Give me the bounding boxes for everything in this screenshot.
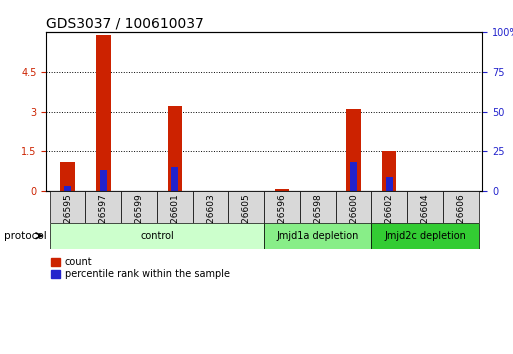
Bar (50, 191, 86, 223)
Text: GSM226600: GSM226600 (349, 194, 358, 249)
Bar (371, 191, 407, 223)
Text: GSM226595: GSM226595 (63, 194, 72, 249)
Bar (346, 109, 361, 191)
Bar (386, 177, 393, 191)
Bar (64, 186, 71, 191)
Bar (86, 191, 121, 223)
Text: GSM226603: GSM226603 (206, 194, 215, 249)
Bar (168, 106, 182, 191)
Bar (350, 162, 357, 191)
Bar (300, 191, 336, 223)
Bar (100, 170, 107, 191)
Text: Jmjd1a depletion: Jmjd1a depletion (277, 231, 359, 241)
Text: control: control (140, 231, 174, 241)
Bar (443, 191, 479, 223)
Text: protocol: protocol (4, 231, 47, 241)
Bar (382, 152, 397, 191)
Bar (228, 191, 264, 223)
Bar (336, 191, 371, 223)
Bar (371, 223, 479, 249)
Text: GSM226605: GSM226605 (242, 194, 251, 249)
Bar (193, 191, 228, 223)
Bar (171, 167, 179, 191)
Text: GSM226597: GSM226597 (99, 194, 108, 249)
Bar (61, 162, 75, 191)
Text: GDS3037 / 100610037: GDS3037 / 100610037 (46, 17, 204, 31)
Bar (96, 34, 110, 191)
Text: GSM226606: GSM226606 (456, 194, 465, 249)
Text: GSM226598: GSM226598 (313, 194, 322, 249)
Bar (275, 189, 289, 191)
Bar (407, 191, 443, 223)
Text: GSM226602: GSM226602 (385, 194, 394, 249)
Bar (50, 223, 264, 249)
Text: GSM226604: GSM226604 (421, 194, 429, 249)
Text: Jmjd2c depletion: Jmjd2c depletion (384, 231, 466, 241)
Bar (264, 191, 300, 223)
Bar (157, 191, 193, 223)
Legend: count, percentile rank within the sample: count, percentile rank within the sample (51, 257, 230, 279)
Text: GSM226596: GSM226596 (278, 194, 287, 249)
Bar (264, 223, 371, 249)
Text: GSM226599: GSM226599 (134, 194, 144, 249)
Text: GSM226601: GSM226601 (170, 194, 180, 249)
Bar (121, 191, 157, 223)
